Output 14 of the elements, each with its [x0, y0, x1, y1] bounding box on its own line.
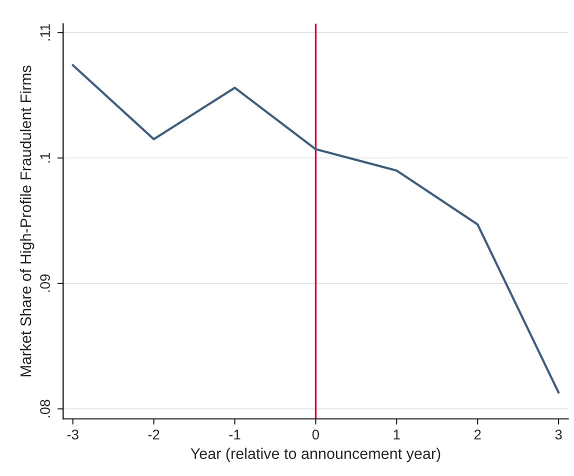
x-tick-label: -1 [229, 430, 240, 440]
x-tick-label: -2 [148, 430, 160, 440]
x-tick-label: 3 [555, 430, 562, 440]
y-tick-label: .09 [40, 274, 50, 292]
y-tick-label: .08 [40, 400, 50, 418]
line-series [72, 64, 560, 394]
x-axis-title: Year (relative to announcement year) [190, 448, 440, 462]
y-tick-label: .11 [40, 24, 50, 40]
x-tick-label: 2 [474, 430, 481, 440]
y-tick-label: .1 [40, 152, 50, 163]
x-tick-label: 1 [394, 430, 400, 440]
y-axis-title: Market Share of High-Profile Fraudulent Firms [20, 66, 34, 376]
x-tick-label: 0 [312, 430, 320, 440]
x-tick-label: -3 [67, 430, 78, 440]
